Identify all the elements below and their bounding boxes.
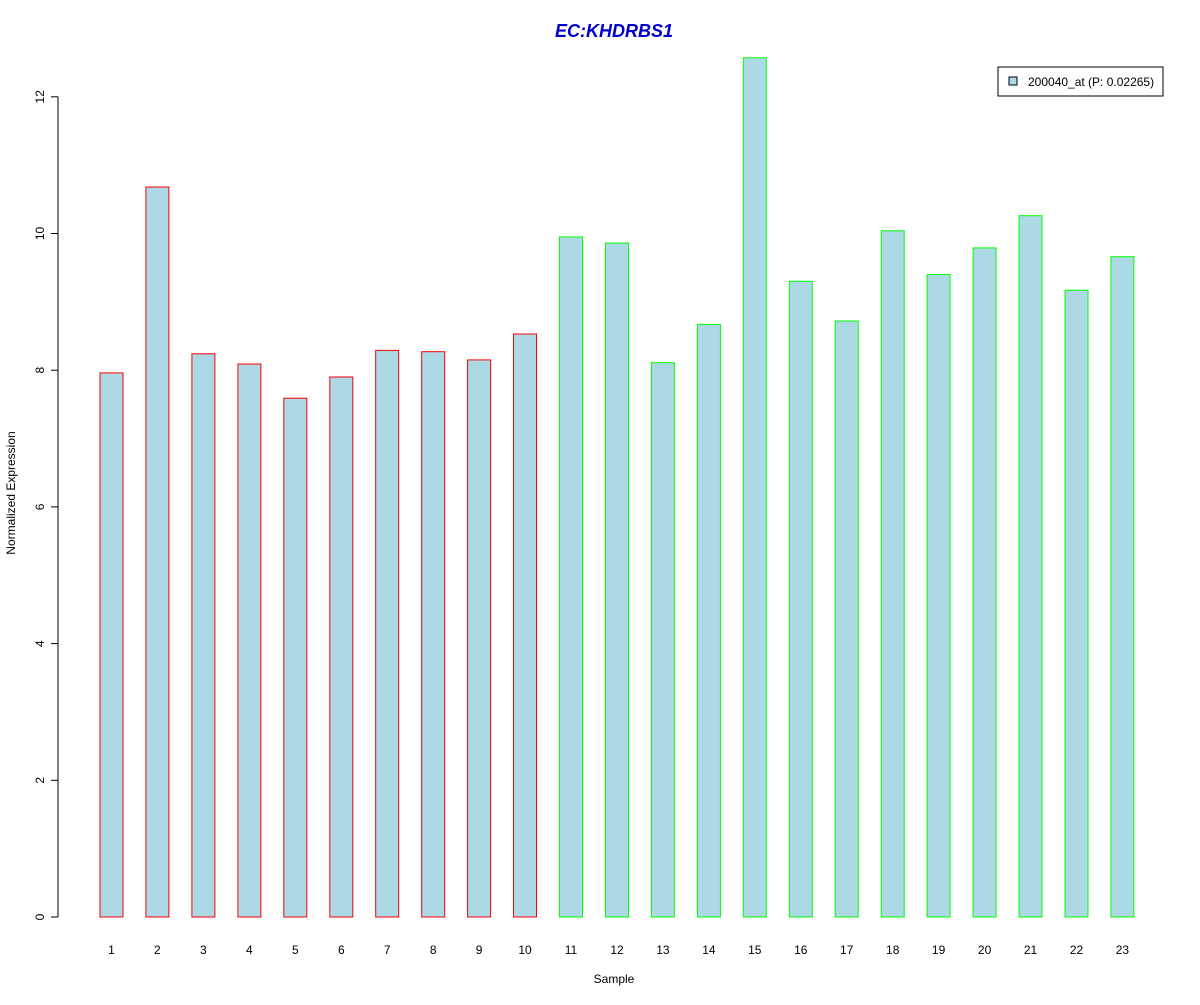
x-tick-label: 22 [1070,943,1084,957]
x-tick-label: 15 [748,943,762,957]
bar-sample-5 [283,397,308,918]
x-tick-label: 4 [246,943,253,957]
bar-sample-1 [99,372,124,918]
bar-sample-8 [421,351,446,918]
x-tick-label: 10 [518,943,532,957]
x-tick-label: 1 [108,943,115,957]
x-tick-label: 19 [932,943,946,957]
x-tick-label: 11 [565,943,578,957]
y-tick-label: 6 [33,503,47,510]
y-axis-label: Normalized Expression [4,431,18,554]
legend: 200040_at (P: 0.02265) [997,66,1164,97]
bar-sample-3 [191,353,216,918]
bar-sample-19 [926,274,951,918]
bar-sample-23 [1110,256,1135,918]
bar-sample-11 [559,236,583,918]
bar-sample-15 [742,57,767,918]
x-tick-label: 8 [430,943,437,957]
bar-sample-9 [467,359,492,918]
x-tick-label: 18 [886,943,900,957]
bar-sample-18 [880,230,905,918]
bar-sample-4 [237,363,262,918]
bar-sample-6 [329,376,354,918]
x-tick-label: 17 [840,943,854,957]
bar-sample-20 [972,247,997,918]
bars-group [99,57,1135,918]
x-tick-label: 16 [794,943,808,957]
x-axis-label: Sample [594,972,635,986]
bar-sample-7 [375,349,400,918]
x-tick-label: 9 [476,943,483,957]
x-tick-label: 12 [610,943,624,957]
x-tick-label: 14 [702,943,716,957]
bar-sample-22 [1064,289,1089,918]
x-tick-label: 5 [292,943,299,957]
x-tick-label: 13 [656,943,670,957]
x-tick-label: 7 [384,943,391,957]
x-tick-labels: 1 2 3 4 5 6 7 8 9 10 11 12 13 14 15 16 17 18 19 20 21 22 23 [108,943,1129,957]
y-tick-label: 4 [33,640,47,647]
legend-series-label: 200040_at (P: 0.02265) [1028,75,1154,89]
bar-sample-16 [788,280,813,918]
bar-sample-10 [513,333,537,918]
bar-sample-17 [834,320,859,918]
x-tick-label: 21 [1024,943,1038,957]
y-tick-label: 12 [33,90,47,104]
bar-sample-2 [145,186,170,918]
y-tick-label: 8 [33,367,47,374]
chart-title: EC:KHDRBS1 [555,21,673,41]
legend-swatch [1008,76,1018,86]
bar-sample-21 [1018,215,1043,918]
x-tick-label: 3 [200,943,207,957]
legend-box [997,66,1164,97]
x-tick-label: 23 [1116,943,1130,957]
x-tick-label: 20 [978,943,992,957]
x-tick-label: 6 [338,943,345,957]
bar-sample-14 [696,323,721,918]
y-tick-label: 0 [33,913,47,920]
y-tick-label: 2 [33,777,47,784]
bar-sample-12 [605,242,629,918]
y-tick-label: 10 [33,227,47,241]
bar-sample-13 [650,362,675,918]
y-axis: 0 2 4 6 8 10 12 [33,90,59,920]
x-tick-label: 2 [154,943,161,957]
